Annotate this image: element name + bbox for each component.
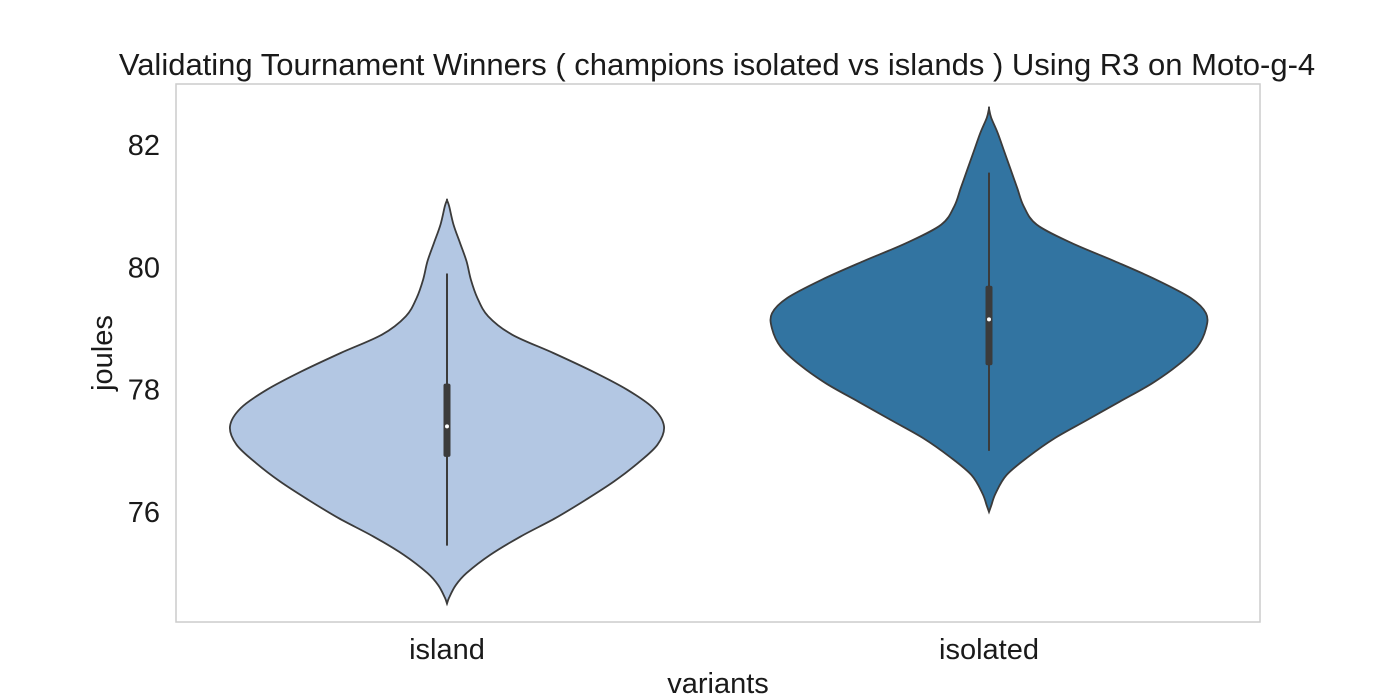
y-axis-label: joules (87, 315, 119, 392)
iqr-box (443, 383, 451, 457)
x-axis: island isolated (409, 634, 1039, 666)
x-axis-label: variants (667, 668, 769, 700)
chart-title: Validating Tournament Winners ( champion… (119, 47, 1315, 82)
y-axis: 76 78 80 82 (128, 130, 160, 529)
violins (228, 106, 1209, 607)
iqr-box (985, 285, 993, 366)
plot-area (175, 83, 1261, 623)
violin-island (228, 198, 666, 607)
violin-isolated (769, 106, 1209, 515)
x-tick-label: island (409, 634, 485, 666)
y-tick-label: 76 (128, 497, 160, 529)
x-tick-label: isolated (939, 634, 1039, 666)
median-point (987, 317, 991, 322)
y-tick-label: 80 (128, 252, 160, 284)
median-point (445, 424, 449, 429)
y-tick-label: 78 (128, 375, 160, 407)
y-tick-label: 82 (128, 130, 160, 162)
